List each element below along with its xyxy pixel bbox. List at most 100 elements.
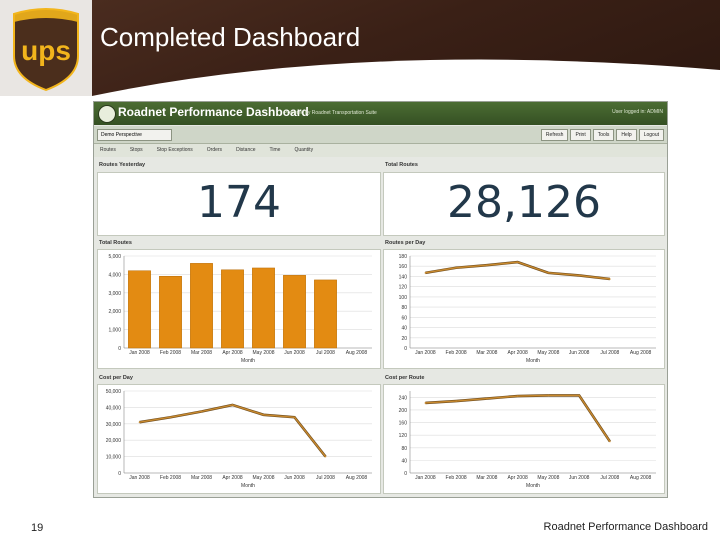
slide-title: Completed Dashboard xyxy=(100,22,361,52)
x-tick-label: Aug 2008 xyxy=(346,475,368,481)
chart-cost-per-day: 50,000 40,000 30,000 20,000 10,000 0 Jan 2008 F… xyxy=(97,384,381,494)
bar xyxy=(314,279,337,349)
kpi-total-routes: 28,126 xyxy=(383,172,665,236)
x-tick-label: Aug 2008 xyxy=(630,350,652,356)
kpi-value: 28,126 xyxy=(447,177,601,228)
y-tick-label: 200 xyxy=(399,408,408,414)
y-tick-label: 20 xyxy=(401,336,407,342)
app-title: Roadnet Performance Dashboard xyxy=(118,105,309,119)
y-tick-label: 240 xyxy=(399,395,408,401)
toolbar-buttons: Refresh Print Tools Help Logout xyxy=(540,129,664,141)
kpi-value: 174 xyxy=(197,177,281,228)
data-point xyxy=(609,278,611,280)
x-axis-title: Month xyxy=(526,483,540,489)
data-point xyxy=(578,274,580,277)
y-tick-label: 0 xyxy=(118,471,121,477)
data-point xyxy=(486,264,488,266)
data-point xyxy=(486,397,488,400)
tab-distance[interactable]: Distance xyxy=(236,147,256,153)
x-tick-label: Mar 2008 xyxy=(191,350,212,356)
tab-orders[interactable]: Orders xyxy=(206,147,223,153)
y-tick-label: 100 xyxy=(399,295,408,301)
bar xyxy=(190,263,213,349)
y-tick-label: 10,000 xyxy=(106,455,122,461)
page-number: 19 xyxy=(31,522,44,534)
tab-quantity[interactable]: Quantity xyxy=(294,147,314,153)
y-tick-label: 5,000 xyxy=(108,254,121,260)
y-tick-label: 0 xyxy=(118,346,121,352)
y-tick-label: 0 xyxy=(404,471,407,477)
x-tick-label: Apr 2008 xyxy=(507,350,528,356)
perspective-select[interactable]: Demo Perspective xyxy=(97,129,172,141)
x-tick-label: Feb 2008 xyxy=(446,350,467,356)
tab-stops[interactable]: Stops xyxy=(129,147,143,153)
x-tick-label: Jun 2008 xyxy=(569,475,590,481)
y-tick-label: 180 xyxy=(399,254,408,260)
x-tick-label: Jan 2008 xyxy=(129,350,150,356)
chart-svg: 180 160 140 120 100 80 60 40 20 0 Jan 2008 Feb 2008… xyxy=(399,254,656,364)
tab-routes[interactable]: Routes xyxy=(100,147,116,153)
y-tick-label: 160 xyxy=(399,421,408,427)
chart-svg: 5,000 4,000 3,000 2,000 1,000 0 Jan 2008 Feb 20… xyxy=(108,254,372,364)
bar xyxy=(283,275,306,349)
help-button[interactable]: Help xyxy=(616,129,637,141)
x-tick-label: Jan 2008 xyxy=(129,475,150,481)
y-tick-label: 40 xyxy=(401,458,407,464)
chart-title-total-routes: Total Routes xyxy=(99,240,132,246)
data-point xyxy=(324,455,327,458)
app-subtitle: Powered by Roadnet Transportation Suite xyxy=(284,110,377,116)
tab-time[interactable]: Time xyxy=(269,147,281,153)
y-tick-label: 140 xyxy=(399,274,408,280)
x-tick-label: Aug 2008 xyxy=(346,350,368,356)
data-point xyxy=(169,416,172,419)
bar xyxy=(221,269,244,349)
y-tick-label: 120 xyxy=(399,433,408,439)
data-point xyxy=(424,272,427,274)
y-tick-label: 80 xyxy=(401,305,407,311)
y-tick-label: 120 xyxy=(399,285,408,291)
x-tick-label: Apr 2008 xyxy=(222,350,243,356)
chart-total-routes: 5,000 4,000 3,000 2,000 1,000 0 Jan 2008 Feb 20… xyxy=(97,249,381,369)
x-axis-title: Month xyxy=(526,358,540,364)
y-tick-label: 30,000 xyxy=(106,422,122,428)
bar xyxy=(252,267,275,349)
footer-caption: Roadnet Performance Dashboard xyxy=(543,521,708,533)
metric-tabs: Routes Stops Stop Exceptions Orders Distance… xyxy=(94,144,667,157)
logout-button[interactable]: Logout xyxy=(638,129,664,141)
chart-svg: 240 200 160 120 80 40 0 Jan 2008 Feb 2008 Mar 200… xyxy=(399,391,656,489)
data-point xyxy=(262,413,265,416)
x-tick-label: Feb 2008 xyxy=(446,475,467,481)
x-tick-label: Mar 2008 xyxy=(476,350,497,356)
kpi-title-total-routes: Total Routes xyxy=(385,162,418,168)
ups-logo-text: ups xyxy=(21,35,71,66)
x-tick-label: Jul 2008 xyxy=(316,475,335,481)
y-tick-label: 4,000 xyxy=(108,272,121,278)
data-point xyxy=(516,395,519,397)
series-line xyxy=(139,404,327,458)
x-tick-label: Aug 2008 xyxy=(630,475,652,481)
data-point xyxy=(547,394,550,397)
x-tick-label: Apr 2008 xyxy=(507,475,528,481)
x-tick-label: Feb 2008 xyxy=(160,350,181,356)
chart-cost-per-route: 240 200 160 120 80 40 0 Jan 2008 Feb 2008 Mar 200… xyxy=(383,384,665,494)
chart-routes-per-day: 180 160 140 120 100 80 60 40 20 0 Jan 2008 Feb 2008… xyxy=(383,249,665,369)
refresh-button[interactable]: Refresh xyxy=(540,129,569,141)
x-tick-label: Mar 2008 xyxy=(191,475,212,481)
y-tick-label: 2,000 xyxy=(108,309,121,315)
data-point xyxy=(516,261,519,263)
x-tick-label: Jul 2008 xyxy=(600,350,619,356)
print-button[interactable]: Print xyxy=(570,129,591,141)
chart-svg: 50,000 40,000 30,000 20,000 10,000 0 Jan 2008 F… xyxy=(106,389,372,489)
x-tick-label: Mar 2008 xyxy=(476,475,497,481)
kpi-title-routes-yesterday: Routes Yesterday xyxy=(99,162,146,168)
series-line-shadow xyxy=(425,394,611,443)
y-tick-label: 20,000 xyxy=(106,438,122,444)
decorative-swoosh xyxy=(92,59,720,110)
x-axis-title: Month xyxy=(241,358,255,364)
tab-stop-exceptions[interactable]: Stop Exceptions xyxy=(156,147,193,153)
x-tick-label: Jun 2008 xyxy=(284,350,305,356)
data-point xyxy=(293,416,296,419)
tools-button[interactable]: Tools xyxy=(592,129,615,141)
data-point xyxy=(455,400,457,402)
x-tick-label: May 2008 xyxy=(537,475,559,481)
